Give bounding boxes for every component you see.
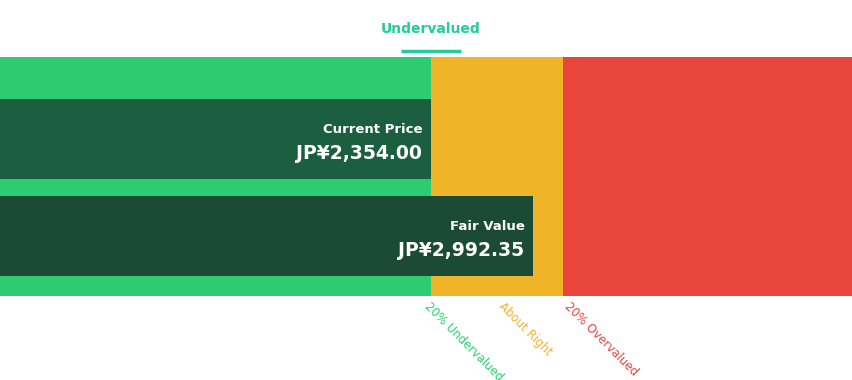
Bar — [0, 196, 532, 276]
Text: 20% Overvalued: 20% Overvalued — [561, 300, 640, 379]
Text: JP¥2,354.00: JP¥2,354.00 — [296, 144, 422, 163]
Bar — [0, 57, 430, 296]
Text: JP¥2,992.35: JP¥2,992.35 — [398, 241, 524, 260]
Text: Current Price: Current Price — [322, 123, 422, 136]
Text: Undervalued: Undervalued — [381, 22, 480, 36]
Text: 21.3%: 21.3% — [389, 0, 471, 2]
Text: Fair Value: Fair Value — [449, 220, 524, 233]
Text: 20% Undervalued: 20% Undervalued — [421, 300, 504, 380]
Text: About Right: About Right — [496, 300, 554, 359]
Bar — [430, 57, 562, 296]
Bar — [562, 57, 852, 296]
Bar — [0, 99, 430, 179]
